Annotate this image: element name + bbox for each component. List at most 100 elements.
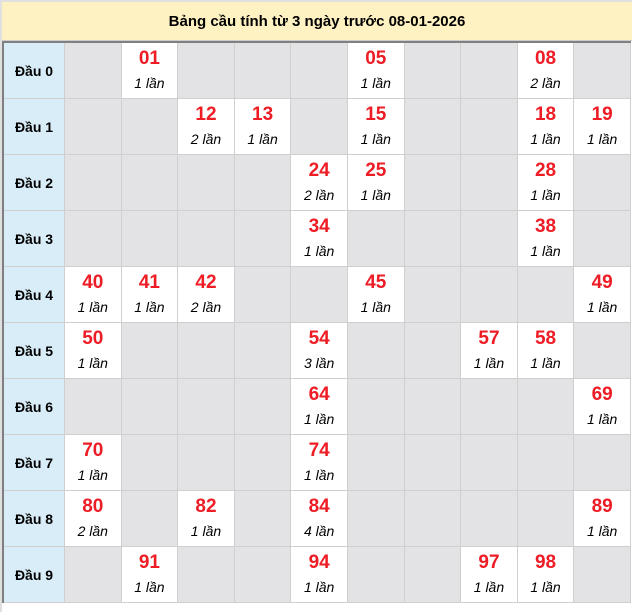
empty-cell: [120, 378, 179, 435]
occurrence-count: 1 lần: [360, 187, 391, 203]
lottery-number: 34: [308, 216, 330, 237]
empty-cell: [346, 210, 405, 267]
lottery-number: 38: [534, 216, 557, 237]
row-label: Đầu 4: [2, 266, 65, 323]
empty-cell: [403, 322, 462, 379]
number-cell: 49 1 lần: [573, 266, 631, 323]
table-row: Đầu 7 70 1 lần 74 1 lần: [2, 434, 631, 491]
number-cell: 82 1 lần: [177, 490, 235, 547]
empty-cell: [233, 322, 292, 379]
number-cell: 91 1 lần: [120, 546, 179, 603]
number-cell: 15 1 lần: [346, 98, 405, 155]
lottery-number: 69: [591, 384, 613, 405]
occurrence-count: 1 lần: [530, 131, 561, 147]
occurrence-count: 1 lần: [134, 299, 165, 315]
lottery-number: 28: [534, 160, 557, 181]
lottery-number: 82: [195, 496, 217, 517]
lottery-number: 50: [82, 328, 104, 349]
lottery-number: 13: [252, 104, 274, 125]
number-cell: 25 1 lần: [346, 154, 405, 211]
lottery-number: 40: [82, 272, 104, 293]
empty-cell: [460, 266, 518, 323]
number-cell: 45 1 lần: [346, 266, 405, 323]
occurrence-count: 2 lần: [530, 75, 561, 91]
lottery-number: 25: [365, 160, 387, 181]
empty-cell: [403, 434, 462, 491]
empty-cell: [403, 490, 462, 547]
occurrence-count: 2 lần: [190, 131, 222, 147]
number-cell: 94 1 lần: [290, 546, 348, 603]
empty-cell: [177, 154, 235, 211]
empty-cell: [403, 546, 462, 603]
empty-cell: [403, 98, 462, 155]
lottery-number: 57: [478, 328, 500, 349]
number-cell: 69 1 lần: [573, 378, 631, 435]
empty-cell: [403, 41, 462, 99]
number-cell: 28 1 lần: [516, 154, 575, 211]
lottery-number: 98: [534, 552, 557, 573]
lottery-number: 58: [534, 328, 557, 349]
table-row: Đầu 8 80 2 lần 82 1 lần 84 4 lần 89 1 lần: [2, 490, 631, 547]
occurrence-count: 1 lần: [77, 355, 108, 371]
occurrence-count: 1 lần: [586, 523, 618, 539]
lottery-number: 19: [591, 104, 613, 125]
occurrence-count: 1 lần: [586, 411, 618, 427]
empty-cell: [177, 546, 235, 603]
empty-cell: [573, 154, 631, 211]
lottery-number: 89: [591, 496, 613, 517]
empty-cell: [460, 210, 518, 267]
number-cell: 05 1 lần: [346, 41, 405, 99]
empty-cell: [516, 378, 575, 435]
table-row: Đầu 5 50 1 lần 54 3 lần 57 1 lần 58 1 lần: [2, 322, 631, 379]
lottery-number: 64: [308, 384, 330, 405]
number-cell: 12 2 lần: [177, 98, 235, 155]
occurrence-count: 1 lần: [303, 467, 335, 483]
empty-cell: [516, 490, 575, 547]
number-cell: 89 1 lần: [573, 490, 631, 547]
lottery-number: 01: [138, 48, 160, 69]
number-cell: 13 1 lần: [233, 98, 292, 155]
empty-cell: [460, 98, 518, 155]
row-label: Đầu 0: [2, 41, 65, 99]
empty-cell: [573, 322, 631, 379]
lottery-number: 70: [82, 440, 104, 461]
occurrence-count: 1 lần: [134, 579, 165, 595]
empty-cell: [233, 41, 292, 99]
occurrence-count: 1 lần: [77, 467, 108, 483]
empty-cell: [346, 434, 405, 491]
empty-cell: [233, 154, 292, 211]
occurrence-count: 3 lần: [303, 355, 335, 371]
occurrence-count: 1 lần: [360, 299, 391, 315]
table-title: Bảng cầu tính từ 3 ngày trước 08-01-2026: [2, 2, 632, 41]
cau-table: Đầu 0 01 1 lần 05 1 lần 08 2 lần Đầu 1 12 2 lần 13…: [2, 41, 631, 603]
occurrence-count: 2 lần: [77, 523, 108, 539]
row-label: Đầu 9: [2, 546, 65, 603]
row-label: Đầu 1: [2, 98, 65, 155]
number-cell: 34 1 lần: [290, 210, 348, 267]
empty-cell: [64, 154, 122, 211]
number-cell: 40 1 lần: [64, 266, 122, 323]
occurrence-count: 1 lần: [473, 579, 505, 595]
number-cell: 19 1 lần: [573, 98, 631, 155]
empty-cell: [346, 546, 405, 603]
empty-cell: [346, 378, 405, 435]
row-label: Đầu 6: [2, 378, 65, 435]
table-row: Đầu 3 34 1 lần 38 1 lần: [2, 210, 631, 267]
occurrence-count: 1 lần: [190, 523, 222, 539]
empty-cell: [120, 210, 179, 267]
occurrence-count: 2 lần: [303, 187, 335, 203]
number-cell: 98 1 lần: [516, 546, 575, 603]
occurrence-count: 1 lần: [303, 411, 335, 427]
empty-cell: [460, 378, 518, 435]
empty-cell: [177, 210, 235, 267]
table-row: Đầu 2 24 2 lần 25 1 lần 28 1 lần: [2, 154, 631, 211]
lottery-number: 12: [195, 104, 217, 125]
number-cell: 58 1 lần: [516, 322, 575, 379]
number-cell: 42 2 lần: [177, 266, 235, 323]
empty-cell: [346, 322, 405, 379]
empty-cell: [233, 546, 292, 603]
lottery-number: 49: [591, 272, 613, 293]
empty-cell: [233, 378, 292, 435]
empty-cell: [64, 378, 122, 435]
occurrence-count: 1 lần: [360, 75, 391, 91]
